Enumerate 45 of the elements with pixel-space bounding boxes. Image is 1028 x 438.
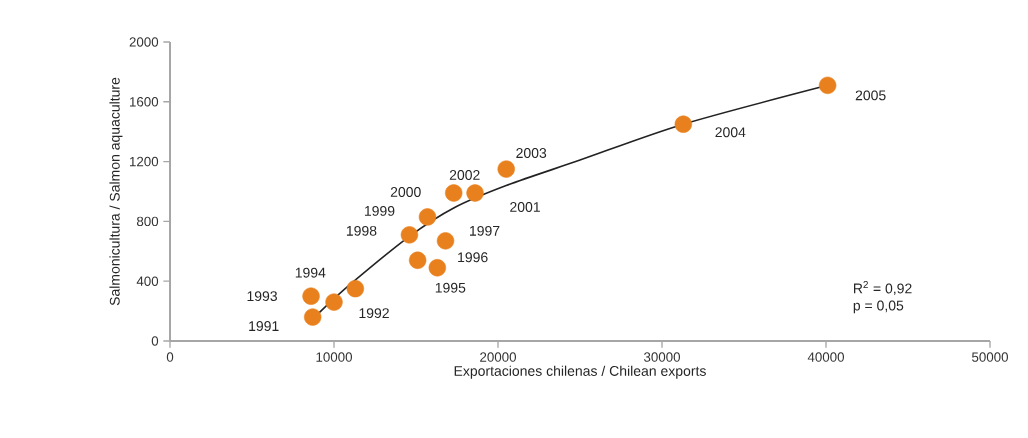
annotation: 2002 xyxy=(449,170,480,180)
x-tick-label: 50000 xyxy=(972,352,1009,362)
point xyxy=(497,160,515,178)
annotation: 1992 xyxy=(359,308,389,319)
annotation: 1993 xyxy=(247,291,277,302)
x-tick-label: 30000 xyxy=(643,352,681,362)
annotation: 2003 xyxy=(516,148,547,159)
point xyxy=(304,308,322,326)
point xyxy=(400,226,419,244)
y-tick-label: 1600 xyxy=(130,97,159,107)
y-tick-label: 1200 xyxy=(130,156,159,167)
y-axis-title: Salmonicultura / Salmon aquaculture xyxy=(109,77,123,306)
y-tick-label: 2000 xyxy=(129,37,159,47)
point xyxy=(302,287,320,305)
x-tick-label: 10000 xyxy=(316,352,353,362)
annotation: 1997 xyxy=(470,225,500,236)
point xyxy=(436,232,455,250)
x-axis-title: Exportaciones chilenas / Chilean exports xyxy=(454,365,706,379)
annotation: 1995 xyxy=(435,282,466,293)
x-tick-label: 20000 xyxy=(480,352,517,362)
point xyxy=(325,293,343,311)
point xyxy=(674,115,692,133)
annotation: 1998 xyxy=(346,225,377,236)
point xyxy=(418,208,437,226)
annotation: 2004 xyxy=(715,127,746,138)
y-tick-label: 800 xyxy=(136,216,159,227)
x-tick-label: 0 xyxy=(166,352,174,362)
annotation: 2001 xyxy=(510,202,540,212)
point xyxy=(466,184,484,202)
annotation: 1991 xyxy=(249,321,279,332)
y-tick-label: 400 xyxy=(136,276,159,286)
x-tick-label: 40000 xyxy=(807,352,845,362)
point xyxy=(818,76,837,95)
point xyxy=(428,259,446,277)
annotation: 2000 xyxy=(390,187,421,197)
y-tick-label: 0 xyxy=(151,336,159,346)
point xyxy=(445,184,463,202)
point xyxy=(346,279,364,298)
annotation: 1996 xyxy=(458,252,488,263)
annotation: p = 0,05 xyxy=(853,300,904,314)
point xyxy=(408,251,427,269)
annotation: 2005 xyxy=(855,90,886,101)
annotation: R$^{2}$ = 0,92 xyxy=(854,281,912,296)
annotation: 1994 xyxy=(295,267,326,278)
annotation: 1999 xyxy=(364,205,395,216)
